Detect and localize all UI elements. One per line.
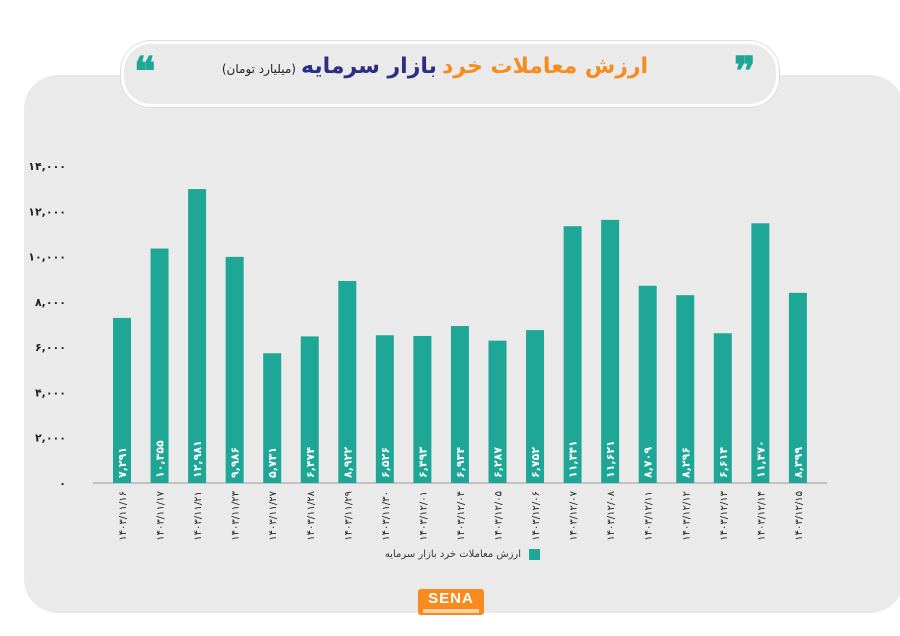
bar xyxy=(713,333,732,483)
legend: ارزش معاملات خرد بازار سرمایه xyxy=(350,549,540,560)
bar xyxy=(188,189,207,484)
x-tick-label: ۱۴۰۳/۱۲/۱۱ xyxy=(644,491,655,541)
title-box xyxy=(121,41,779,107)
data-label: ۸,۲۹۶ xyxy=(679,447,692,478)
quote-close-icon: ❝ xyxy=(134,48,156,95)
data-label: ۶,۲۸۷ xyxy=(492,447,505,478)
y-tick-label: ۴,۰۰۰ xyxy=(35,386,66,399)
legend-swatch xyxy=(529,549,540,560)
data-label: ۱۰,۳۵۵ xyxy=(154,440,167,478)
bar xyxy=(150,248,169,483)
y-tick-label: ۲,۰۰۰ xyxy=(35,432,66,445)
x-tick-label: ۱۴۰۳/۱۱/۲۷ xyxy=(268,490,279,540)
data-label: ۶,۴۹۳ xyxy=(416,447,429,478)
bar xyxy=(563,226,582,484)
sena-logo: SENA xyxy=(418,589,484,615)
y-tick-label: ۱۲,۰۰۰ xyxy=(28,205,66,218)
bar xyxy=(450,325,469,483)
data-label: ۶,۷۵۲ xyxy=(529,447,542,478)
quote-open-icon: ❞ xyxy=(734,48,756,95)
title-part1: ارزش معاملات خرد xyxy=(441,54,649,79)
x-tick-label: ۱۴۰۳/۱۱/۱۶ xyxy=(118,491,129,541)
data-label: ۷,۲۹۱ xyxy=(116,447,129,478)
y-tick-label: ۰ xyxy=(59,477,66,490)
title-part2: بازار سرمایه xyxy=(301,54,437,79)
bar xyxy=(263,353,282,483)
x-tick-label: ۱۴۰۳/۱۲/۰۸ xyxy=(606,490,617,540)
x-tick-label: ۱۴۰۳/۱۱/۲۹ xyxy=(343,491,354,541)
bar xyxy=(300,336,319,483)
x-tick-label: ۱۴۰۳/۱۲/۱۲ xyxy=(681,491,692,541)
data-label: ۶,۵۲۶ xyxy=(379,447,392,478)
data-label: ۶,۶۱۴ xyxy=(717,447,730,478)
y-tick-label: ۱۴,۰۰۰ xyxy=(28,160,66,173)
x-tick-label: ۱۴۰۳/۱۱/۱۷ xyxy=(156,490,167,540)
data-label: ۹,۹۸۶ xyxy=(229,447,242,478)
data-label: ۱۱,۴۷۰ xyxy=(754,440,767,478)
y-tick-label: ۸,۰۰۰ xyxy=(35,296,66,309)
bar xyxy=(375,335,394,483)
bar xyxy=(113,317,131,483)
bar xyxy=(601,219,620,483)
y-tick-label: ۱۰,۰۰۰ xyxy=(28,251,66,264)
title-unit: (میلیارد تومان) xyxy=(221,62,296,76)
data-label: ۶,۹۳۴ xyxy=(454,447,467,478)
bar xyxy=(338,280,357,483)
legend-label: ارزش معاملات خرد بازار سرمایه xyxy=(384,549,521,560)
x-tick-label: ۱۴۰۳/۱۱/۲۱ xyxy=(193,491,204,541)
bar xyxy=(638,285,657,483)
data-label: ۱۱,۶۲۱ xyxy=(604,440,617,478)
bar xyxy=(488,340,507,483)
data-label: ۱۱,۳۴۱ xyxy=(567,440,580,478)
x-tick-label: ۱۴۰۳/۱۲/۰۴ xyxy=(456,491,467,541)
data-label: ۸,۹۲۲ xyxy=(341,447,354,478)
bar xyxy=(751,223,770,483)
x-tick-label: ۱۴۰۳/۱۲/۱۴ xyxy=(756,491,767,541)
data-label: ۸,۷۰۹ xyxy=(642,447,655,478)
data-label: ۱۲,۹۸۱ xyxy=(191,440,204,478)
bar xyxy=(788,292,807,483)
bar xyxy=(413,335,432,483)
x-tick-label: ۱۴۰۳/۱۱/۳۰ xyxy=(381,491,392,541)
x-tick-label: ۱۴۰۳/۱۲/۰۱ xyxy=(418,491,429,541)
x-tick-label: ۱۴۰۳/۱۱/۲۳ xyxy=(231,490,242,540)
x-tick-label: ۱۴۰۳/۱۲/۰۷ xyxy=(569,490,580,540)
x-tick-label: ۱۴۰۳/۱۲/۱۵ xyxy=(794,491,805,541)
bar xyxy=(676,295,695,483)
data-label: ۵,۷۳۱ xyxy=(266,447,279,478)
data-label: ۸,۳۹۹ xyxy=(792,447,805,478)
y-tick-label: ۶,۰۰۰ xyxy=(35,341,66,354)
chart-title: ارزش معاملات خرد بازار سرمایه (میلیارد ت… xyxy=(200,54,670,79)
x-tick-label: ۱۴۰۳/۱۲/۰۵ xyxy=(494,491,505,541)
bar xyxy=(225,256,244,483)
bar xyxy=(526,330,545,483)
data-label: ۶,۴۷۴ xyxy=(304,447,317,478)
x-tick-label: ۱۴۰۳/۱۲/۰۶ xyxy=(531,491,542,541)
x-tick-label: ۱۴۰۳/۱۱/۲۸ xyxy=(306,490,317,540)
x-tick-label: ۱۴۰۳/۱۲/۱۳ xyxy=(719,490,730,540)
